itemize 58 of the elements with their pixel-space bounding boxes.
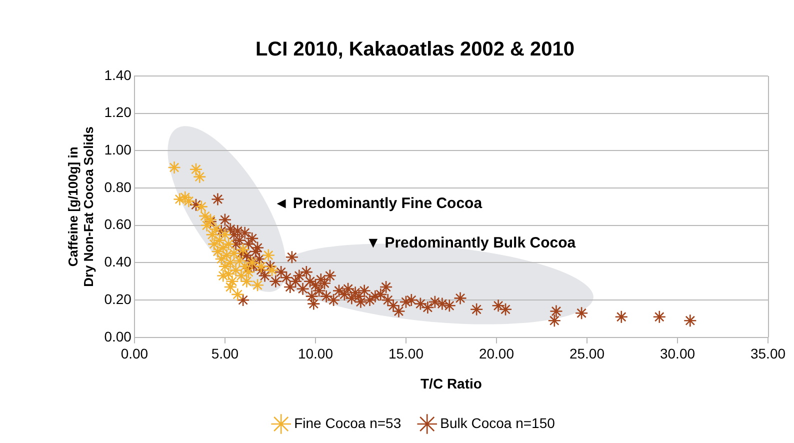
point [232,254,246,268]
point [240,274,254,288]
y-tick-label: 1.20 [104,104,132,120]
annotation: ◄ Predominantly Fine Cocoa [274,195,483,212]
x-tick-label: 30.00 [660,346,696,362]
point [214,252,228,266]
point [194,200,208,214]
point [206,228,219,242]
y-tick-label: 0.20 [104,290,132,307]
point [182,194,196,208]
y-tick-label: 1.40 [104,66,132,83]
x-tick-label: 0.00 [120,346,148,362]
x-tick-label: 15.00 [388,346,424,362]
y-tick-label: 0.60 [104,216,132,232]
point [216,269,230,282]
point [226,274,239,288]
point [200,218,214,232]
legend-label: Bulk Cocoa n=150 [440,414,556,431]
chart-title: LCI 2010, Kakaoatlas 2002 & 2010 [255,38,575,61]
point [189,162,203,176]
point [198,209,212,223]
point [211,244,224,258]
y-tick-label: 0.40 [104,254,132,270]
point [227,246,241,260]
annotation: ▼ Predominantly Bulk Cocoa [366,234,576,252]
point [220,248,234,262]
point [265,264,279,277]
legend-label: Fine Cocoa n=53 [294,414,402,431]
point [218,260,232,274]
point [222,237,236,251]
point [168,160,181,174]
point [250,278,264,292]
y-tick-label: 0.00 [104,328,132,344]
point [192,170,206,184]
point [173,192,186,206]
point [207,237,221,251]
point [224,256,238,270]
point [209,222,223,236]
point [229,264,242,277]
point [262,248,276,262]
y-axis-title: Caffeine [g/100g] in Dry Non-Fat Cocoa Solids [65,126,96,287]
y-tick-label: 0.80 [104,178,132,195]
x-tick-label: 5.00 [211,346,239,362]
point [218,228,232,242]
x-tick-label: 10.00 [298,346,334,362]
point [178,190,192,204]
x-tick-label: 35.00 [750,346,786,362]
point [212,234,226,247]
point [222,267,236,281]
point [234,269,248,282]
point [224,280,238,294]
x-tick-label: 25.00 [569,346,605,362]
x-axis-title: T/C Ratio [420,375,482,392]
y-tick-label: 1.00 [104,142,132,158]
point [254,260,268,274]
x-tick-label: 20.00 [478,346,514,362]
point [216,241,230,254]
point [230,288,244,302]
